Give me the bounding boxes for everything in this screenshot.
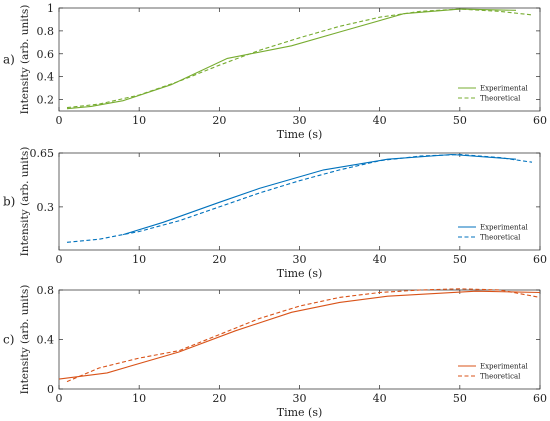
- x-tick-label: 10: [132, 114, 146, 127]
- y-tick-label: 0.4: [37, 334, 55, 347]
- x-tick-label: 30: [293, 114, 307, 127]
- legend-label-experimental: Experimental: [480, 363, 529, 371]
- y-axis-title: Intensity (arb. units): [19, 285, 31, 395]
- series-line-theoretical: [66, 153, 533, 243]
- y-tick-label: 0.8: [37, 284, 55, 297]
- y-tick-label: 0.6: [37, 48, 55, 61]
- y-tick-label: 0: [47, 383, 54, 396]
- x-tick-label: 10: [132, 392, 146, 405]
- legend: Experimental Theoretical: [458, 224, 529, 242]
- series-line-theoretical: [66, 8, 533, 109]
- legend-label-theoretical: Theoretical: [480, 234, 521, 242]
- plot-area-frame: [58, 289, 541, 390]
- x-tick-label: 0: [56, 114, 63, 127]
- series-line-experimental: [66, 8, 517, 110]
- plot-area-frame: [58, 152, 541, 251]
- x-tick-label: 20: [212, 392, 226, 405]
- panel-label: b): [3, 195, 15, 209]
- y-tick-label: 0.4: [37, 71, 55, 84]
- panel-label: a): [3, 53, 15, 67]
- x-axis-title: Time (s): [277, 267, 323, 280]
- plot-area-frame: [58, 7, 541, 112]
- x-tick-label: 50: [453, 114, 467, 127]
- legend-label-theoretical: Theoretical: [480, 373, 521, 381]
- series-line-experimental: [122, 153, 517, 236]
- x-tick-label: 60: [533, 253, 547, 266]
- chart-panel-1: 0 10 20 30 40 50 60 0.2 0.4 0.6 0.8 1 Time (s) Intens…: [3, 2, 547, 141]
- y-tick-label: 1: [47, 2, 54, 15]
- legend-label-experimental: Experimental: [480, 224, 529, 232]
- x-tick-label: 40: [373, 253, 387, 266]
- y-tick-label: 0.3: [37, 201, 55, 214]
- x-tick-label: 60: [533, 114, 547, 127]
- y-tick-label: 0.65: [30, 147, 55, 160]
- legend-label-theoretical: Theoretical: [480, 95, 521, 103]
- x-tick-label: 30: [293, 392, 307, 405]
- x-tick-label: 10: [132, 253, 146, 266]
- series-line-theoretical: [66, 288, 541, 383]
- chart-panel-2: 0 10 20 30 40 50 60 0.3 0.65 Time (s) Intensity (a…: [3, 147, 547, 280]
- x-tick-label: 50: [453, 392, 467, 405]
- legend: Experimental Theoretical: [458, 85, 529, 103]
- series-line-experimental: [58, 290, 541, 380]
- y-tick-label: 0.8: [37, 25, 55, 38]
- x-tick-label: 0: [56, 392, 63, 405]
- legend-label-experimental: Experimental: [480, 85, 529, 93]
- x-tick-label: 40: [373, 114, 387, 127]
- x-axis-title: Time (s): [277, 406, 323, 419]
- legend: Experimental Theoretical: [458, 363, 529, 381]
- chart-panel-3: 0 10 20 30 40 50 60 0 0.4 0.8 Time (s) Intensity (a…: [3, 284, 547, 419]
- x-tick-label: 20: [212, 253, 226, 266]
- x-tick-label: 0: [56, 253, 63, 266]
- x-tick-label: 50: [453, 253, 467, 266]
- x-axis-title: Time (s): [277, 128, 323, 141]
- y-tick-label: 0.2: [37, 94, 55, 107]
- x-tick-label: 40: [373, 392, 387, 405]
- panel-label: c): [3, 333, 14, 347]
- y-axis-title: Intensity (arb. units): [19, 5, 31, 115]
- x-tick-label: 20: [212, 114, 226, 127]
- y-axis-title: Intensity (arb. units): [19, 147, 31, 257]
- x-tick-label: 60: [533, 392, 547, 405]
- x-tick-label: 30: [293, 253, 307, 266]
